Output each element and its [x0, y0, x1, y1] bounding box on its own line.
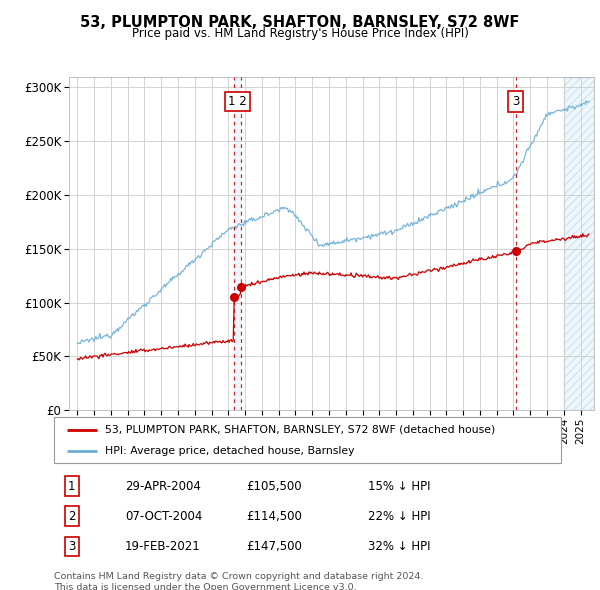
Text: Contains HM Land Registry data © Crown copyright and database right 2024.: Contains HM Land Registry data © Crown c… — [54, 572, 424, 581]
Text: 2: 2 — [68, 510, 76, 523]
Text: 19-FEB-2021: 19-FEB-2021 — [125, 540, 201, 553]
Text: 1: 1 — [68, 480, 76, 493]
Text: 53, PLUMPTON PARK, SHAFTON, BARNSLEY, S72 8WF: 53, PLUMPTON PARK, SHAFTON, BARNSLEY, S7… — [80, 15, 520, 30]
Text: £114,500: £114,500 — [247, 510, 302, 523]
Text: 15% ↓ HPI: 15% ↓ HPI — [368, 480, 431, 493]
Text: HPI: Average price, detached house, Barnsley: HPI: Average price, detached house, Barn… — [105, 445, 354, 455]
Text: 3: 3 — [68, 540, 76, 553]
Text: 22% ↓ HPI: 22% ↓ HPI — [368, 510, 431, 523]
Bar — [234, 77, 241, 410]
Text: 29-APR-2004: 29-APR-2004 — [125, 480, 201, 493]
Bar — [564, 77, 594, 410]
Text: 32% ↓ HPI: 32% ↓ HPI — [368, 540, 431, 553]
Text: £147,500: £147,500 — [247, 540, 302, 553]
Text: 07-OCT-2004: 07-OCT-2004 — [125, 510, 202, 523]
Bar — [564, 77, 594, 410]
Text: This data is licensed under the Open Government Licence v3.0.: This data is licensed under the Open Gov… — [54, 583, 356, 590]
Text: Price paid vs. HM Land Registry's House Price Index (HPI): Price paid vs. HM Land Registry's House … — [131, 27, 469, 40]
Text: 1 2: 1 2 — [228, 95, 247, 108]
Text: 53, PLUMPTON PARK, SHAFTON, BARNSLEY, S72 8WF (detached house): 53, PLUMPTON PARK, SHAFTON, BARNSLEY, S7… — [105, 425, 495, 435]
Text: 3: 3 — [512, 95, 520, 108]
Text: £105,500: £105,500 — [247, 480, 302, 493]
FancyBboxPatch shape — [54, 417, 561, 463]
